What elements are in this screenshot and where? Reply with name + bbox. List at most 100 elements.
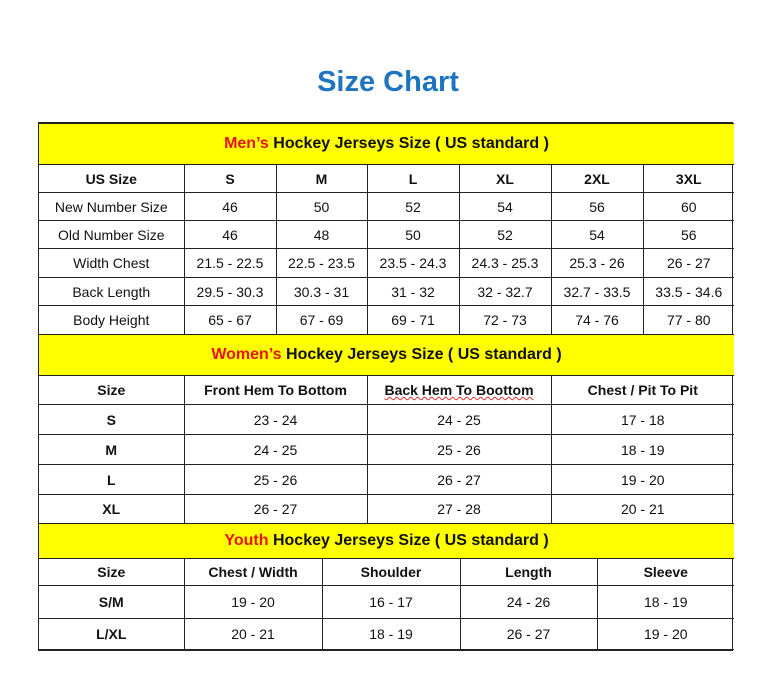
table-cell: 46 xyxy=(183,220,277,249)
column-header-text: XL xyxy=(496,170,514,187)
table-cell: 54 xyxy=(458,192,552,221)
men-section-heading: Men’s Hockey Jerseys Size ( US standard … xyxy=(39,123,735,165)
youth-size-table: Youth Hockey Jerseys Size ( US standard … xyxy=(39,524,735,650)
table-cell: 25 - 26 xyxy=(183,464,368,495)
table-cell: 32 - 32.7 xyxy=(458,277,552,306)
table-row: Old Number Size 46 48 50 52 54 56 xyxy=(39,220,735,249)
column-header: Chest / Width xyxy=(183,558,323,586)
row-label: L/XL xyxy=(39,618,185,650)
table-cell: 56 xyxy=(550,192,644,221)
table-cell: 20 - 21 xyxy=(550,494,735,524)
youth-heading-text: Hockey Jerseys Size ( US standard ) xyxy=(268,532,549,549)
table-cell: 33.5 - 34.6 xyxy=(642,277,735,306)
table-cell: 52 xyxy=(366,192,460,221)
row-label: Width Chest xyxy=(39,248,185,278)
row-label: M xyxy=(39,434,185,465)
column-header: US Size xyxy=(39,164,185,193)
column-header: M xyxy=(275,164,368,193)
table-cell: 26 - 27 xyxy=(642,248,735,278)
table-cell: 26 - 27 xyxy=(459,618,598,650)
table-cell: 24 - 25 xyxy=(366,404,552,435)
row-label: S/M xyxy=(39,585,185,619)
youth-section-heading: Youth Hockey Jerseys Size ( US standard … xyxy=(39,524,735,559)
column-header: 3XL xyxy=(642,164,735,193)
column-header-text: US Size xyxy=(85,170,137,187)
table-row: Back Length 29.5 - 30.3 30.3 - 31 31 - 32 32… xyxy=(39,277,735,306)
column-header: Back Hem To Boottom xyxy=(366,375,552,405)
table-cell: 72 - 73 xyxy=(458,305,552,335)
table-cell: 23.5 - 24.3 xyxy=(366,248,460,278)
column-header-text: Size xyxy=(97,382,126,398)
table-cell: 23 - 24 xyxy=(183,404,368,435)
table-cell: 50 xyxy=(366,220,460,249)
table-cell: 74 - 76 xyxy=(550,305,644,335)
men-category-label: Men’s xyxy=(224,135,269,152)
table-cell: 29.5 - 30.3 xyxy=(183,277,277,306)
table-cell: 17 - 18 xyxy=(550,404,735,435)
column-header-text: S xyxy=(225,170,235,187)
table-cell: 50 xyxy=(275,192,368,221)
column-header-text: Shoulder xyxy=(360,564,422,580)
row-label: XL xyxy=(39,494,185,524)
column-header-text: 3XL xyxy=(675,170,702,187)
column-header-text: Front Hem To Bottom xyxy=(204,382,347,398)
header-row: Size Front Hem To Bottom Back Hem To Boott… xyxy=(39,375,735,405)
table-cell: 67 - 69 xyxy=(275,305,368,335)
table-row: S 23 - 24 24 - 25 17 - 18 xyxy=(39,404,735,435)
column-header: XL xyxy=(458,164,552,193)
column-header-text: Length xyxy=(505,564,552,580)
table-cell: 60 xyxy=(642,192,735,221)
table-cell: 21.5 - 22.5 xyxy=(183,248,277,278)
youth-category-label: Youth xyxy=(224,532,269,549)
table-row: L/XL 20 - 21 18 - 19 26 - 27 19 - 20 xyxy=(39,618,735,650)
column-header: Front Hem To Bottom xyxy=(183,375,368,405)
table-cell: 52 xyxy=(458,220,552,249)
row-label: Old Number Size xyxy=(39,220,185,249)
table-row: Width Chest 21.5 - 22.5 22.5 - 23.5 23.5 - … xyxy=(39,248,735,278)
table-cell: 32.7 - 33.5 xyxy=(550,277,644,306)
column-header: 2XL xyxy=(550,164,644,193)
column-header-text: L xyxy=(408,170,418,187)
column-header: Sleeve xyxy=(596,558,735,586)
column-header-text: 2XL xyxy=(584,170,610,187)
table-cell: 31 - 32 xyxy=(366,277,460,306)
row-label: New Number Size xyxy=(39,192,185,221)
table-cell: 25 - 26 xyxy=(366,434,552,465)
header-row: Size Chest / Width Shoulder Length Sleeve xyxy=(39,558,735,586)
women-size-table: Women’s Hockey Jerseys Size ( US standar… xyxy=(39,335,735,524)
table-cell: 19 - 20 xyxy=(550,464,735,495)
table-row: M 24 - 25 25 - 26 18 - 19 xyxy=(39,434,735,465)
size-chart: Men’s Hockey Jerseys Size ( US standard … xyxy=(38,122,735,651)
table-cell: 24.3 - 25.3 xyxy=(458,248,552,278)
table-row: XL 26 - 27 27 - 28 20 - 21 xyxy=(39,494,735,524)
table-cell: 25.3 - 26 xyxy=(550,248,644,278)
table-cell: 24 - 25 xyxy=(183,434,368,465)
table-cell: 54 xyxy=(550,220,644,249)
column-header-text: Chest / Pit To Pit xyxy=(587,382,698,398)
men-size-table: Men’s Hockey Jerseys Size ( US standard … xyxy=(39,123,735,335)
table-row: S/M 19 - 20 16 - 17 24 - 26 18 - 19 xyxy=(39,585,735,619)
header-row: US Size S M L XL 2XL 3XL xyxy=(39,164,735,193)
table-cell: 19 - 20 xyxy=(596,618,735,650)
table-cell: 19 - 20 xyxy=(183,585,323,619)
women-category-label: Women’s xyxy=(211,346,282,363)
page-title: Size Chart xyxy=(317,66,459,98)
column-header-text: M xyxy=(315,170,328,187)
table-cell: 26 - 27 xyxy=(183,494,368,524)
column-header-text: Sleeve xyxy=(643,564,688,580)
table-cell: 18 - 19 xyxy=(550,434,735,465)
column-header-text: Size xyxy=(97,564,126,580)
column-header: S xyxy=(183,164,277,193)
table-cell: 77 - 80 xyxy=(642,305,735,335)
table-cell: 26 - 27 xyxy=(366,464,552,495)
column-header-text: Chest / Width xyxy=(208,564,298,580)
table-cell: 16 - 17 xyxy=(321,585,461,619)
column-header: L xyxy=(366,164,460,193)
column-header: Size xyxy=(39,375,185,405)
table-row: Body Height 65 - 67 67 - 69 69 - 71 72 - 73 7… xyxy=(39,305,735,335)
women-heading-text: Hockey Jerseys Size ( US standard ) xyxy=(281,346,562,363)
table-row: L 25 - 26 26 - 27 19 - 20 xyxy=(39,464,735,495)
row-label: L xyxy=(39,464,185,495)
table-cell: 46 xyxy=(183,192,277,221)
row-label: S xyxy=(39,404,185,435)
